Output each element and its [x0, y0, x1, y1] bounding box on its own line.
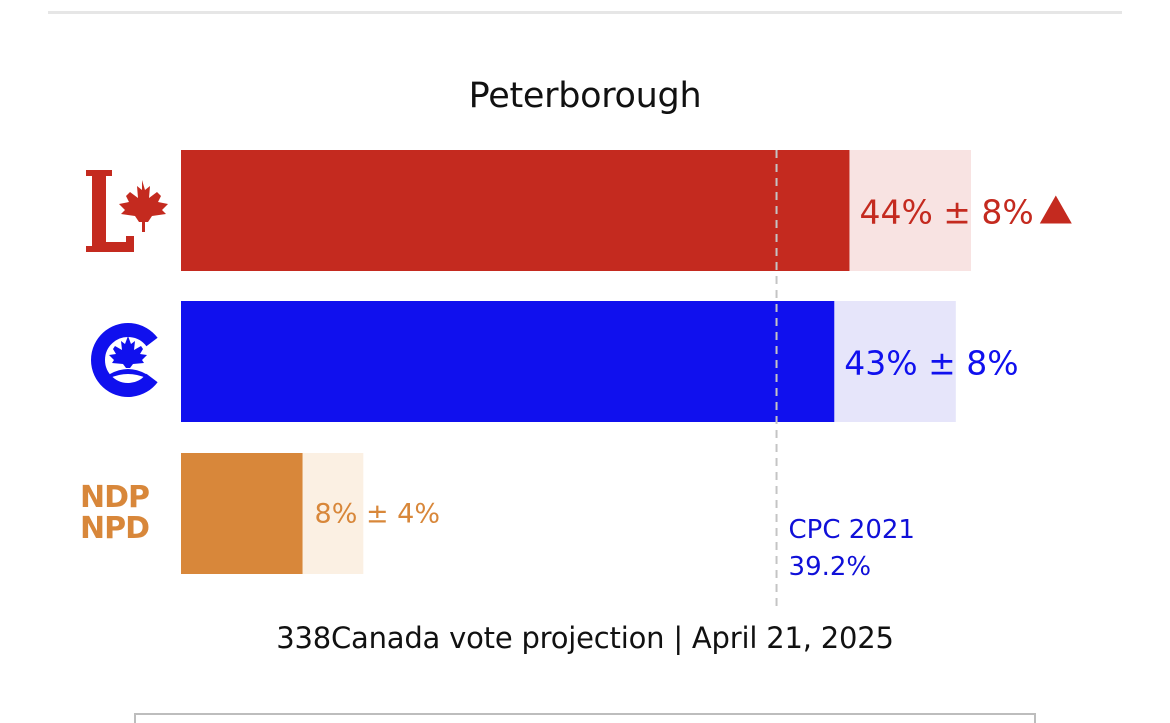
value-label-cpc: 43% ± 8%	[844, 344, 1018, 383]
chart-footer: 338Canada vote projection | April 21, 20…	[276, 621, 894, 655]
liberal-logo-icon	[86, 170, 168, 252]
bar-lpc	[181, 150, 850, 271]
top-divider	[48, 11, 1122, 14]
ndp-logo-line2: NPD	[80, 511, 150, 546]
bar-ndp	[181, 453, 303, 574]
trend-up-icon	[1039, 195, 1072, 224]
bar-cpc	[181, 301, 835, 422]
reference-label-line2: 39.2%	[789, 552, 872, 582]
value-label-ndp: 8% ± 4%	[315, 499, 440, 530]
reference-label-line1: CPC 2021	[789, 515, 915, 545]
ndp-logo-icon: NDP NPD	[80, 480, 150, 546]
chart-title: Peterborough	[468, 76, 702, 116]
ndp-logo-line1: NDP	[80, 480, 150, 515]
bottom-frame	[134, 713, 1036, 723]
value-label-lpc: 44% ± 8%	[859, 193, 1033, 232]
conservative-logo-icon	[91, 323, 158, 397]
